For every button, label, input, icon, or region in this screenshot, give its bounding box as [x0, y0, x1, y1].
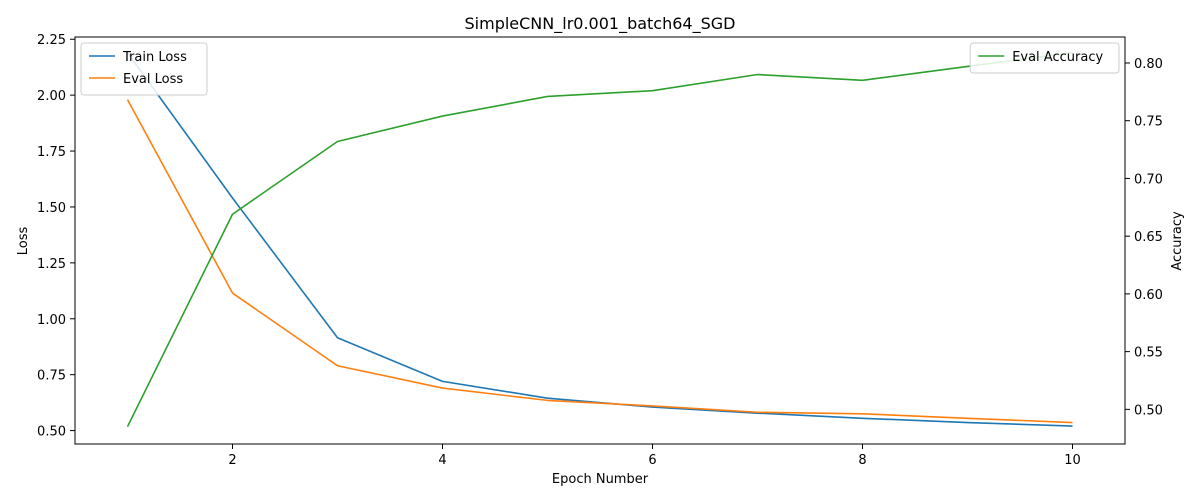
- y-axis-right-label: Accuracy: [1170, 211, 1185, 271]
- y-left-tick-label-2.25: 2.25: [37, 33, 66, 48]
- series-layer: [126, 51, 1073, 428]
- x-tick-label-10: 10: [1064, 453, 1081, 468]
- plot-area-frame: [74, 36, 1126, 445]
- ticks-layer: 2 4 6 8 10 0.50 0.75 1.00 1.25 1.50 1.75 2.00 2.25 0.…: [37, 33, 1163, 468]
- y-left-tick-label-0.75: 0.75: [37, 369, 66, 384]
- y-right-tick-label-0.70: 0.70: [1134, 172, 1163, 187]
- y-right-tick-label-0.55: 0.55: [1134, 346, 1163, 361]
- legend-label-eval-accuracy: Eval Accuracy: [1012, 50, 1103, 65]
- x-axis-label: Epoch Number: [552, 472, 649, 487]
- legend-label-train-loss: Train Loss: [122, 50, 187, 65]
- legend-layer: Train Loss Eval Loss Eval Accuracy: [80, 42, 1120, 96]
- series-line-train-loss: [126, 52, 1073, 427]
- chart-title: SimpleCNN_lr0.001_batch64_SGD: [465, 14, 736, 34]
- y-right-tick-label-0.50: 0.50: [1134, 403, 1163, 418]
- legend-box-upper-right: [969, 42, 1120, 74]
- x-tick-label-2: 2: [228, 453, 236, 468]
- legend-label-eval-loss: Eval Loss: [123, 72, 183, 87]
- series-line-eval-accuracy: [126, 51, 1073, 428]
- x-tick-label-8: 8: [858, 453, 866, 468]
- series-line-eval-loss: [126, 99, 1073, 424]
- y-right-tick-label-0.80: 0.80: [1134, 57, 1163, 72]
- y-left-tick-label-1.25: 1.25: [37, 257, 66, 272]
- y-left-tick-label-1.00: 1.00: [37, 313, 66, 328]
- x-tick-label-4: 4: [438, 453, 446, 468]
- y-left-tick-label-1.50: 1.50: [37, 201, 66, 216]
- y-right-tick-label-0.60: 0.60: [1134, 288, 1163, 303]
- y-right-tick-label-0.75: 0.75: [1134, 115, 1163, 130]
- x-tick-label-6: 6: [648, 453, 656, 468]
- y-axis-left-label: Loss: [16, 227, 31, 256]
- y-left-tick-label-2.00: 2.00: [37, 89, 66, 104]
- y-left-tick-label-0.50: 0.50: [37, 425, 66, 440]
- y-right-tick-label-0.65: 0.65: [1134, 230, 1163, 245]
- y-left-tick-label-1.75: 1.75: [37, 145, 66, 160]
